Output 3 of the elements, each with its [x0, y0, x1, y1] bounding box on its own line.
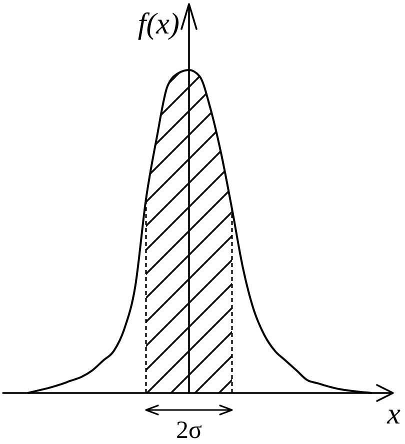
y-axis-title: f(x): [138, 8, 180, 40]
x-axis-title: x: [386, 398, 402, 430]
text: 2σ: [176, 417, 203, 444]
